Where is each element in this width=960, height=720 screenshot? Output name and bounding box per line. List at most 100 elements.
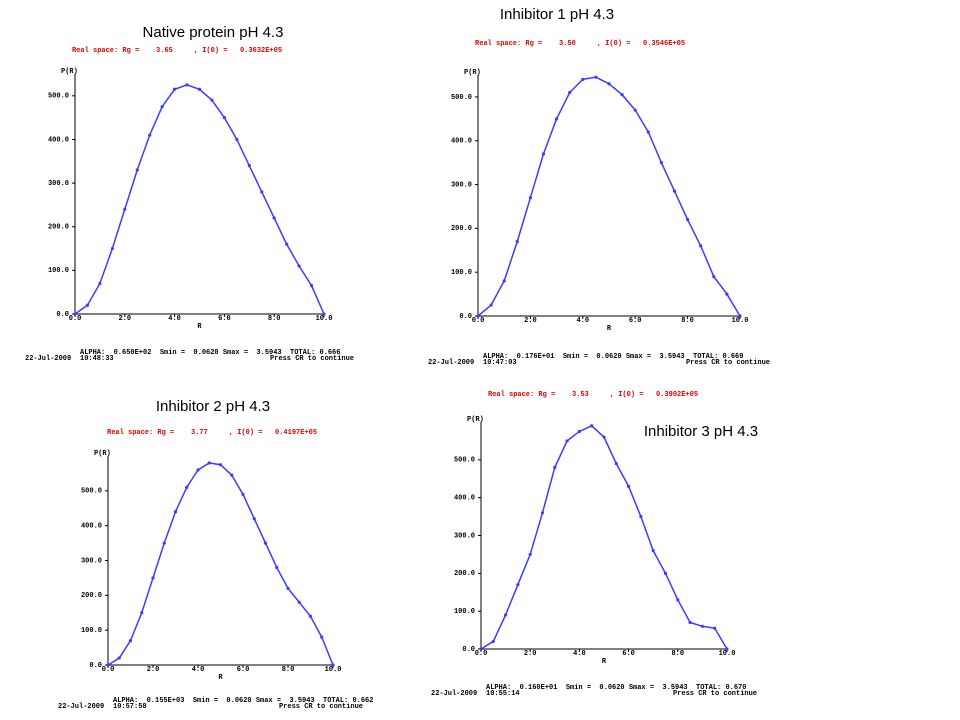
point xyxy=(222,116,226,120)
y-tick-label: 400.0 xyxy=(454,495,475,503)
point xyxy=(140,611,144,615)
date: 22-Jul-2009 xyxy=(25,355,71,363)
point xyxy=(688,620,692,625)
point xyxy=(607,82,611,86)
x-tick-label: 2.0 xyxy=(118,315,131,323)
y-tick-label: 200.0 xyxy=(454,570,475,578)
y-tick-label: 300.0 xyxy=(454,532,475,540)
x-tick-label: 2.0 xyxy=(524,650,537,658)
point xyxy=(197,87,202,91)
y-tick-label: 500.0 xyxy=(48,93,69,101)
x-tick-label: 2.0 xyxy=(147,666,160,674)
point xyxy=(85,303,90,307)
fit-summary: ALPHA: 0.160E+01 Smin = 0.0620 Smax = 3.… xyxy=(486,684,746,692)
point xyxy=(285,242,289,246)
x-axis-label: R xyxy=(197,323,202,331)
x-tick-label: 4.0 xyxy=(168,315,181,323)
point xyxy=(260,190,264,194)
point xyxy=(491,639,495,644)
point xyxy=(196,468,200,472)
chart-title: Inhibitor 1 pH 4.3 xyxy=(500,6,614,23)
point xyxy=(738,314,742,318)
point xyxy=(639,514,643,519)
y-tick-label: 100.0 xyxy=(454,608,475,616)
point xyxy=(504,613,508,617)
point xyxy=(489,303,493,307)
prompt: Press CR to continue xyxy=(673,690,757,698)
point xyxy=(699,244,703,248)
point xyxy=(106,663,110,667)
point xyxy=(602,435,606,439)
subtitle: Real space: Rg = 3.77 , I(0) = 0.4197E+0… xyxy=(107,429,317,437)
point xyxy=(565,439,569,443)
point xyxy=(275,565,279,570)
point xyxy=(663,571,668,575)
x-tick-label: 6.0 xyxy=(237,666,250,674)
time: 10:48:33 xyxy=(80,355,114,363)
point xyxy=(252,517,256,521)
chart-title: Inhibitor 2 pH 4.3 xyxy=(156,398,270,415)
point xyxy=(676,598,680,602)
x-tick-label: 0.0 xyxy=(102,666,115,674)
x-tick-label: 2.0 xyxy=(524,317,537,325)
x-tick-label: 4.0 xyxy=(573,650,586,658)
point xyxy=(272,216,276,220)
y-tick-label: 400.0 xyxy=(451,138,472,146)
chart-title: Inhibitor 3 pH 4.3 xyxy=(644,423,758,440)
point xyxy=(309,284,314,288)
point xyxy=(516,583,520,587)
point xyxy=(686,218,690,222)
point xyxy=(651,549,655,553)
x-tick-label: 10.0 xyxy=(316,315,333,323)
x-tick-label: 6.0 xyxy=(622,650,635,658)
point xyxy=(725,647,729,651)
y-tick-label: 400.0 xyxy=(48,136,69,144)
point xyxy=(540,511,545,515)
point xyxy=(110,246,114,251)
x-tick-label: 6.0 xyxy=(218,315,231,323)
point xyxy=(73,312,77,316)
y-tick-label: 100.0 xyxy=(48,267,69,275)
point xyxy=(581,77,585,81)
y-tick-label: 0.0 xyxy=(462,646,475,654)
subtitle: Real space: Rg = 3.53 , I(0) = 0.3902E+0… xyxy=(488,391,698,399)
point xyxy=(590,424,594,428)
point xyxy=(633,108,637,112)
x-tick-label: 8.0 xyxy=(681,317,694,325)
x-tick-label: 10.0 xyxy=(719,650,736,658)
fit-summary: ALPHA: 0.155E+03 Smin = 0.0620 Smax = 3.… xyxy=(113,697,373,705)
x-tick-label: 10.0 xyxy=(732,317,749,325)
point xyxy=(659,161,664,165)
point xyxy=(479,647,483,651)
point xyxy=(528,552,532,557)
x-tick-label: 0.0 xyxy=(69,315,82,323)
y-tick-label: 200.0 xyxy=(48,224,69,232)
point xyxy=(173,510,178,514)
point xyxy=(568,90,572,95)
date: 22-Jul-2009 xyxy=(431,690,477,698)
prompt: Press CR to continue xyxy=(686,359,770,367)
y-tick-label: 200.0 xyxy=(81,592,102,600)
point xyxy=(263,541,268,545)
point xyxy=(162,541,166,545)
subtitle: Real space: Rg = 3.50 , I(0) = 0.3546E+0… xyxy=(475,40,685,48)
y-tick-label: 400.0 xyxy=(81,523,102,531)
point xyxy=(528,196,533,200)
point xyxy=(541,152,546,156)
curve xyxy=(480,424,728,650)
point xyxy=(555,117,559,121)
y-tick-label: 100.0 xyxy=(451,269,472,277)
chart-title: Native protein pH 4.3 xyxy=(143,24,284,41)
point xyxy=(207,461,211,465)
x-tick-label: 4.0 xyxy=(192,666,205,674)
time: 10:47:03 xyxy=(483,359,517,367)
y-axis-label: P(R) xyxy=(464,69,481,77)
point xyxy=(331,663,335,667)
point xyxy=(185,83,189,87)
y-tick-label: 500.0 xyxy=(454,457,475,465)
curve xyxy=(74,84,325,315)
date: 22-Jul-2009 xyxy=(58,703,104,711)
prompt: Press CR to continue xyxy=(279,703,363,711)
point xyxy=(117,656,121,660)
point xyxy=(235,137,239,142)
